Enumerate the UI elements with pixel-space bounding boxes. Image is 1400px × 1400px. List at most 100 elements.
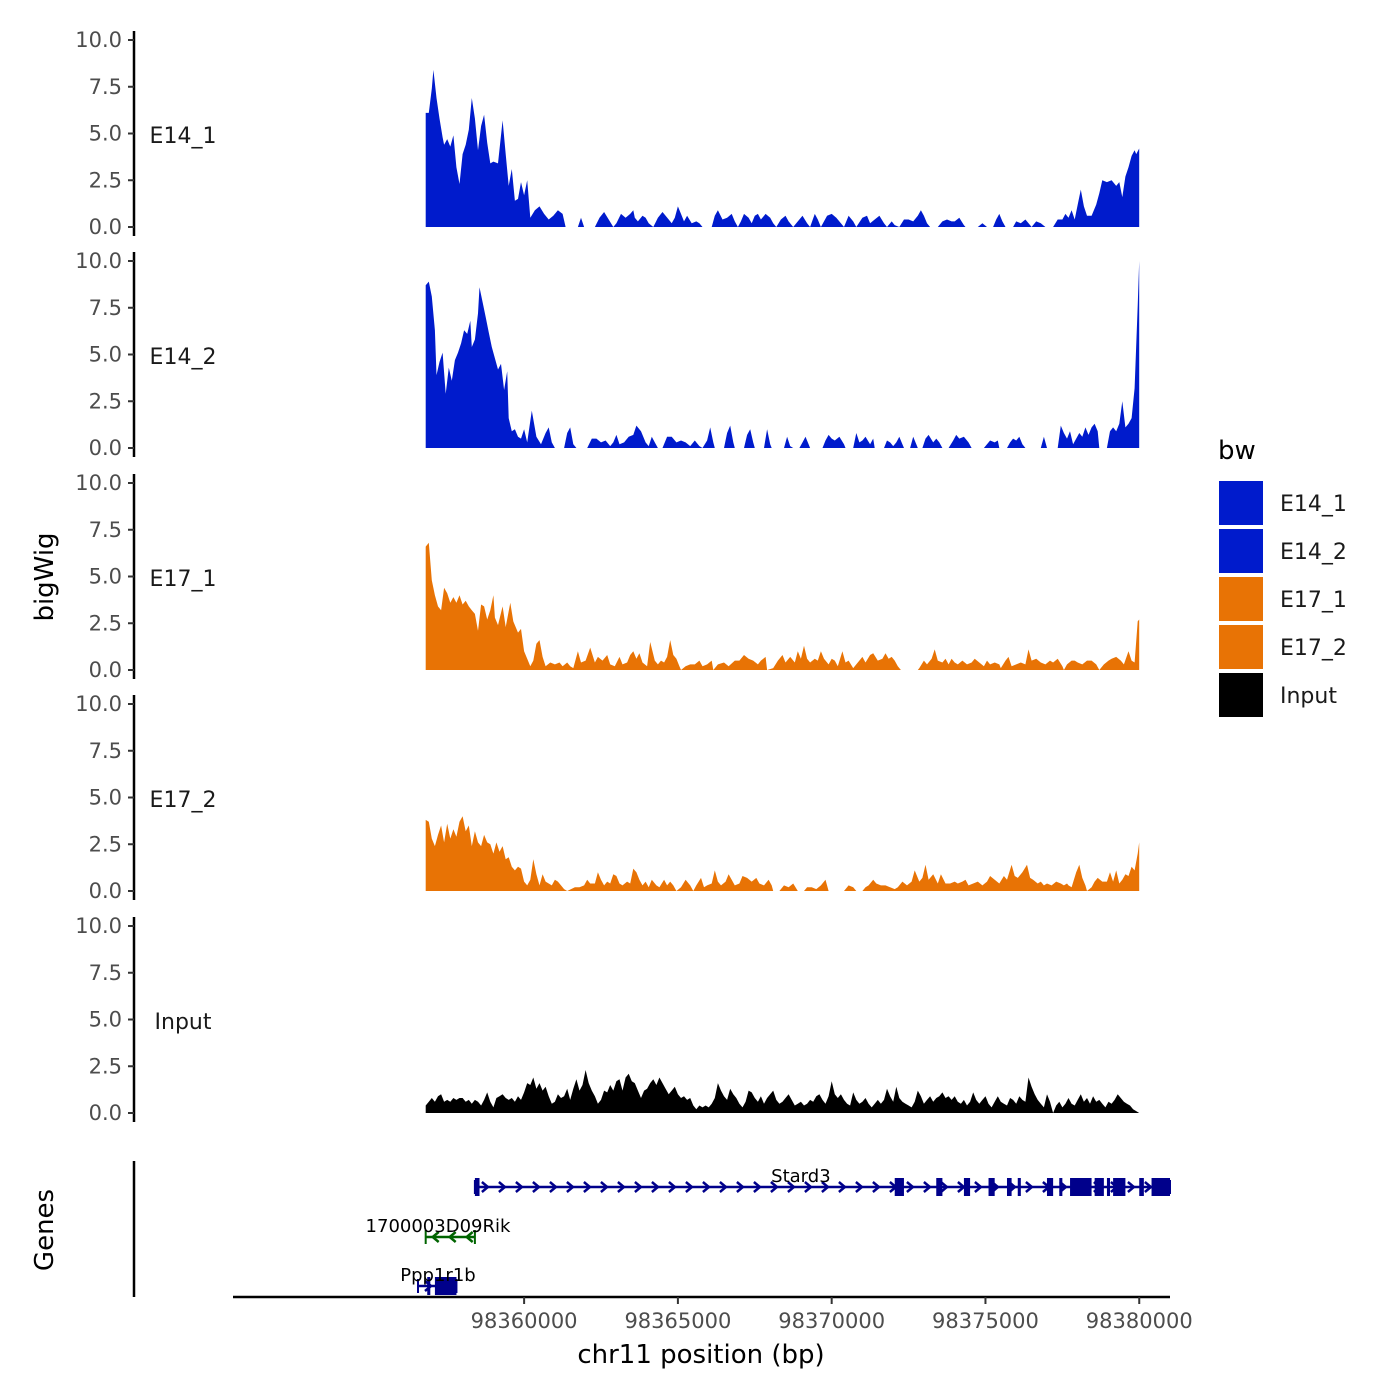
legend-title: bw [1218,436,1256,466]
strand-arrow [549,1181,558,1193]
strand-arrow [515,1181,524,1193]
strand-arrow [447,1231,457,1243]
gene-label: Ppp1r1b [400,1265,475,1286]
gene-Stard3: Stard3 [473,1166,1171,1196]
legend-swatch-E17_1 [1217,575,1265,623]
track-label: E17_1 [150,567,217,592]
strand-arrow [481,1181,490,1193]
signal-area-E17_2 [425,816,1140,891]
strand-arrow [787,1181,796,1193]
track-E17_1: 0.0 2.5 5.0 7.5 10.0 E17_1 [75,471,1140,682]
legend-swatch-E14_2 [1217,527,1265,575]
genes-axis-title: Genes [30,1189,60,1271]
y-tick-label: 2.5 [89,611,122,635]
strand-arrow [1025,1181,1034,1193]
strand-arrow [566,1181,575,1193]
strand-arrow [906,1181,915,1193]
genes-panel: Stard3 1700003D09Rik Ppp1r1b [132,1161,1171,1297]
y-tick-label: 10.0 [75,914,122,938]
y-tick-label: 2.5 [89,1054,122,1078]
strand-arrow [600,1181,609,1193]
track-E14_1: 0.0 2.5 5.0 7.5 10.0 E14_1 [75,28,1140,239]
y-tick-label: 0.0 [89,215,122,239]
gene-exon [1151,1178,1170,1196]
gene-exon [427,1277,431,1295]
strand-arrow [634,1181,643,1193]
y-tick-label: 7.5 [89,739,122,763]
legend: bw E14_1 E14_2 E17_1 E17_2 Input [1217,436,1347,719]
strand-arrow [855,1181,864,1193]
strand-arrow [872,1181,881,1193]
gene-label: Stard3 [771,1166,830,1187]
strand-arrow [668,1181,677,1193]
y-tick-label: 5.0 [89,565,122,589]
gene-exon [1106,1178,1111,1196]
legend-swatch-E17_2 [1217,623,1265,671]
y-tick-label: 10.0 [75,28,122,52]
y-tick-label: 7.5 [89,518,122,542]
y-tick-label: 7.5 [89,75,122,99]
strand-arrow [770,1181,779,1193]
strand-arrow [923,1181,932,1193]
y-tick-label: 7.5 [89,296,122,320]
strand-arrow [702,1181,711,1193]
gene-exon [474,1178,480,1196]
y-axis-title: bigWig [30,532,60,621]
gene-Ppp1r1b: Ppp1r1b [400,1265,476,1295]
track-label: E14_1 [150,124,217,149]
x-axis: 98360000 98365000 98370000 98375000 98380000 [233,1295,1193,1333]
track-label: E14_2 [150,345,217,370]
strand-arrow [651,1181,660,1193]
legend-label-E17_2: E17_2 [1280,636,1347,661]
gene-1700003D09Rik: 1700003D09Rik [366,1216,511,1244]
gene-exon [1059,1178,1063,1196]
strand-arrow [821,1181,830,1193]
gene-exon [1070,1178,1092,1196]
y-tick-label: 0.0 [89,1101,122,1125]
signal-area-E14_2 [425,261,1140,448]
gene-exon [1046,1178,1054,1196]
strand-arrow [804,1181,813,1193]
strand-arrow [838,1181,847,1193]
signal-area-E17_1 [425,542,1140,670]
strand-arrow [583,1181,592,1193]
strand-arrow [685,1181,694,1193]
gene-exon [1094,1178,1104,1196]
x-axis-title: chr11 position (bp) [577,1340,824,1370]
y-tick-label: 10.0 [75,249,122,273]
signal-area-E14_1 [425,69,1140,228]
track-Input: 0.0 2.5 5.0 7.5 10.0 Input [75,914,1140,1125]
y-tick-label: 7.5 [89,961,122,985]
strand-arrow [1144,1181,1153,1193]
gene-exon [434,1277,457,1295]
legend-swatch-E14_1 [1217,479,1265,527]
gene-exon [936,1178,943,1196]
strand-arrow [430,1231,440,1243]
strand-arrow [753,1181,762,1193]
y-tick-label: 5.0 [89,1008,122,1032]
strand-arrow [498,1181,507,1193]
strand-arrow [617,1181,626,1193]
strand-arrow [719,1181,728,1193]
y-tick-label: 5.0 [89,122,122,146]
track-E17_2: 0.0 2.5 5.0 7.5 10.0 E17_2 [75,692,1140,903]
y-tick-label: 10.0 [75,692,122,716]
x-tick-label: 98365000 [624,1309,731,1333]
legend-swatch-Input [1217,671,1265,719]
legend-label-E14_1: E14_1 [1280,492,1347,517]
legend-label-E17_1: E17_1 [1280,588,1347,613]
gene-exon [988,1178,995,1196]
strand-arrow [1127,1181,1136,1193]
y-tick-label: 0.0 [89,879,122,903]
strand-arrow [736,1181,745,1193]
gene-label: 1700003D09Rik [366,1216,511,1237]
strand-arrow [957,1181,966,1193]
y-tick-label: 2.5 [89,389,122,413]
strand-arrow [464,1231,474,1243]
signal-area-Input [425,1070,1140,1113]
legend-label-Input: Input [1280,684,1337,709]
gene-exon [894,1178,904,1196]
y-tick-label: 5.0 [89,786,122,810]
